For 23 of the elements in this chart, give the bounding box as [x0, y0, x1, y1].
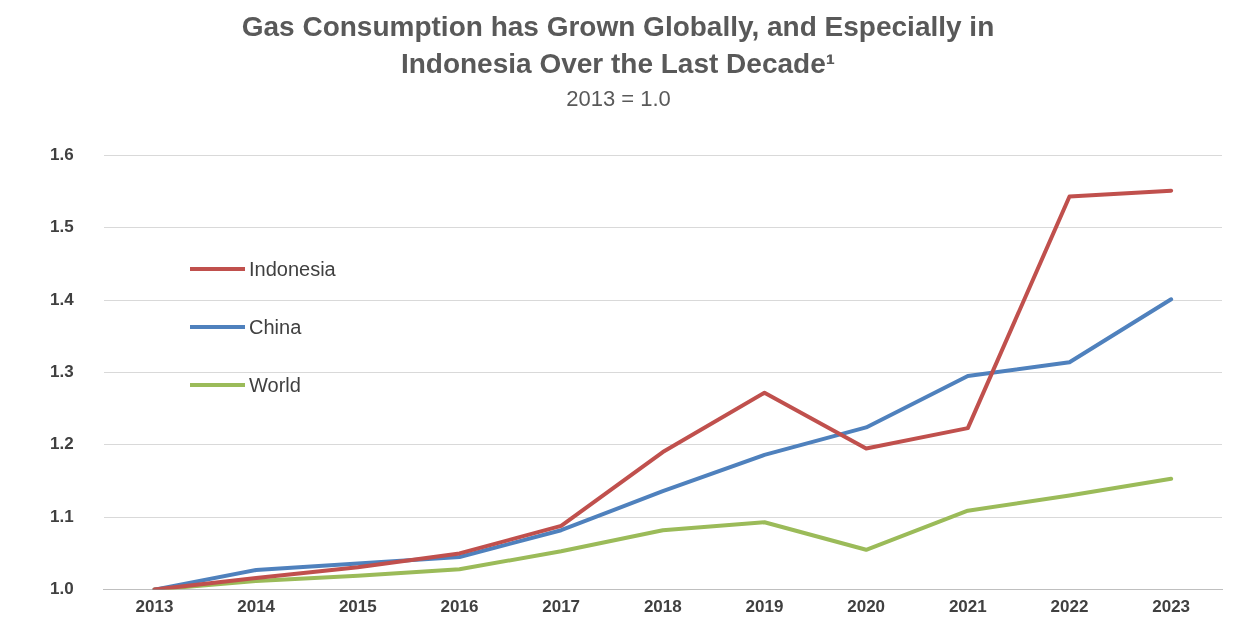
y-tick-label: 1.5	[49, 217, 74, 237]
x-tick-label: 2022	[1050, 597, 1089, 617]
y-tick-label: 1.3	[49, 362, 74, 382]
x-tick-label: 2020	[847, 597, 886, 617]
x-tick-label: 2019	[745, 597, 784, 617]
x-tick-label: 2013	[135, 597, 174, 617]
x-tick-label: 2017	[542, 597, 581, 617]
chart-subtitle: 2013 = 1.0	[565, 86, 672, 112]
y-tick-label: 1.2	[49, 434, 74, 454]
y-tick-label: 1.1	[49, 506, 74, 526]
x-tick-label: 2018	[643, 597, 682, 617]
x-tick-label: 2015	[338, 597, 377, 617]
legend-label: China	[249, 315, 302, 339]
x-tick-label: 2014	[237, 597, 276, 617]
y-tick-label: 1.4	[49, 289, 75, 309]
x-tick-label: 2023	[1152, 597, 1191, 617]
y-tick-label: 1.6	[49, 144, 74, 164]
legend-label: World	[249, 373, 301, 397]
x-tick-label: 2021	[948, 597, 987, 617]
x-tick-label: 2016	[440, 597, 479, 617]
chart-title: Gas Consumption has Grown Globally, and Especially in Indonesia Over the Last Decade¹	[240, 10, 996, 81]
legend-label: Indonesia	[249, 257, 336, 281]
y-tick-label: 1.0	[49, 579, 74, 599]
